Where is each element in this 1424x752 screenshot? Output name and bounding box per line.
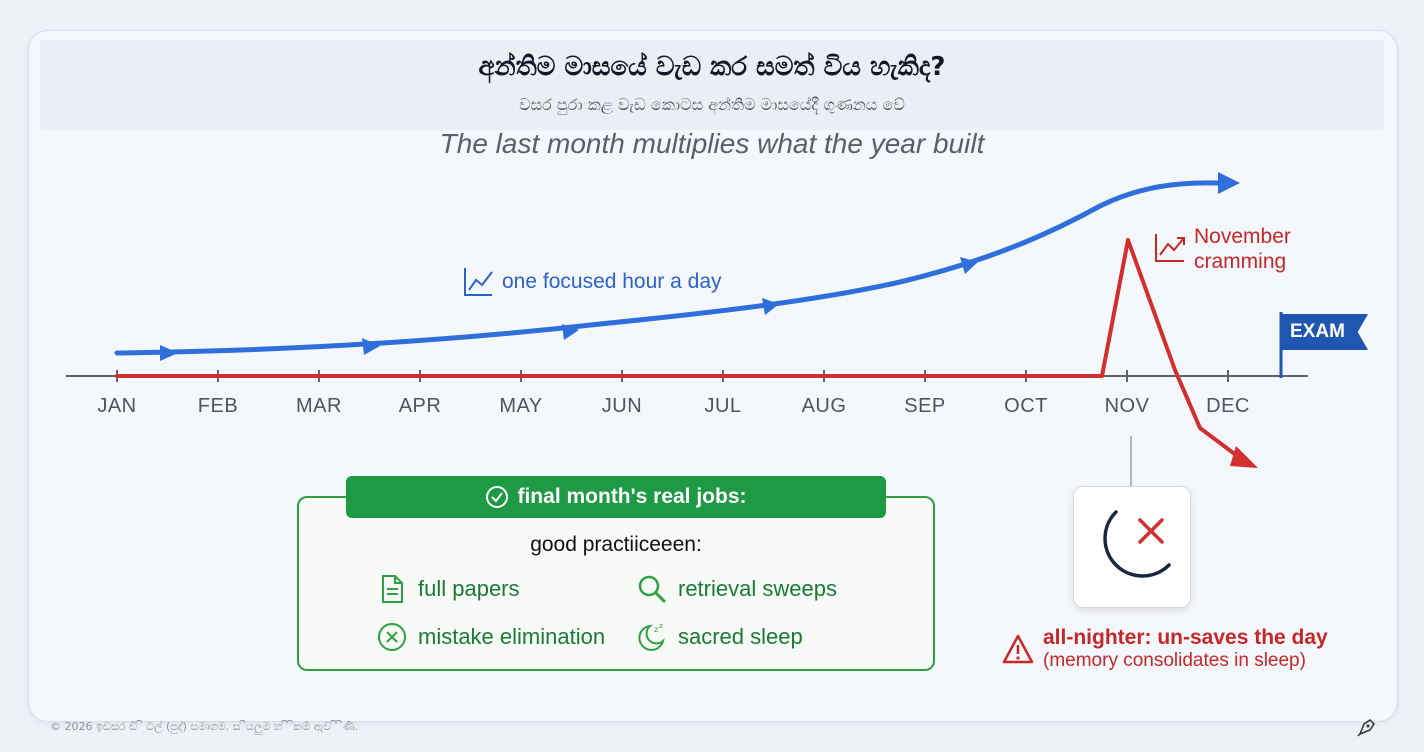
job-item-mistake-elimination: mistake elimination <box>376 621 605 653</box>
month-label: MAY <box>499 395 543 417</box>
month-label: OCT <box>1004 395 1048 417</box>
pen-nib-icon <box>1357 719 1375 737</box>
page-title: අන්තිම මාසයේ වැඩ කර සමත් විය හැකිද? <box>478 52 946 82</box>
svg-text:z: z <box>654 625 658 634</box>
x-circle-icon <box>378 623 406 651</box>
month-label: APR <box>398 395 442 417</box>
all-nighter-warning-subtitle: (memory consolidates in sleep) <box>1043 650 1306 671</box>
job-label: retrieval sweeps <box>678 576 837 601</box>
svg-text:z: z <box>659 622 663 630</box>
header-band <box>40 40 1384 130</box>
red-cramming-line <box>115 238 1242 460</box>
check-circle-icon <box>486 486 509 509</box>
exam-flag: EXAM <box>1282 314 1368 350</box>
jobs-header: final month's real jobs: <box>346 476 886 518</box>
month-label: SEP <box>904 395 946 417</box>
month-label: JUL <box>704 395 742 417</box>
blue-arrowhead <box>960 257 978 274</box>
month-label: AUG <box>801 395 847 417</box>
blue-arrowheads <box>160 172 1240 361</box>
month-label: FEB <box>197 395 239 417</box>
blue-arrowhead <box>1218 172 1240 194</box>
jobs-intro: good practiiceeen: <box>530 533 702 556</box>
all-nighter-card <box>1073 486 1191 608</box>
job-label: mistake elimination <box>418 624 606 649</box>
jobs-header-label: final month's real jobs: <box>517 485 747 508</box>
search-icon <box>638 575 667 604</box>
blue-arrowhead <box>160 345 178 361</box>
job-label: full papers <box>418 576 520 601</box>
all-nighter-warning-title: all-nighter: un-saves the day <box>1043 626 1328 649</box>
trend-up-icon-red <box>1155 234 1185 262</box>
blue-arrowhead <box>762 298 779 315</box>
month-label: JUN <box>601 395 643 417</box>
month-label: DEC <box>1206 395 1250 417</box>
moon-cross-icon <box>1103 510 1171 578</box>
trend-up-icon-blue <box>464 268 493 296</box>
cramming-label-line2: cramming <box>1194 250 1287 273</box>
consistent-study-label: one focused hour a day <box>502 270 722 293</box>
month-label: JAN <box>97 395 137 417</box>
job-item-sacred-sleep: z z sacred sleep <box>636 621 803 653</box>
job-item-full-papers: full papers <box>376 573 520 605</box>
subtitle-english: The last month multiplies what the year … <box>439 128 985 159</box>
blue-arrowhead <box>562 324 579 340</box>
month-label: NOV <box>1104 395 1150 417</box>
moon-sleep-icon: z z <box>638 622 665 651</box>
subtitle-sinhala: වසර පුරා කළ වැඩ කොටස අන්තිම මාසයේදී ගුණන… <box>519 95 905 114</box>
warning-icon <box>1002 634 1034 664</box>
cramming-label: November cramming <box>1194 224 1291 274</box>
copyright-footer: © 2026 ඉඩසර ඩි ි ටල් (පුද්) සමාගම. ස ියල… <box>50 720 359 733</box>
month-label: MAR <box>296 395 342 417</box>
red-arrowhead <box>1230 446 1258 468</box>
blue-arrowhead <box>362 338 380 355</box>
job-label: sacred sleep <box>678 624 803 649</box>
document-icon <box>382 575 403 603</box>
cramming-label-line1: November <box>1194 225 1291 248</box>
blue-consistent-line <box>114 180 1221 356</box>
job-item-retrieval-sweeps: retrieval sweeps <box>636 573 837 605</box>
